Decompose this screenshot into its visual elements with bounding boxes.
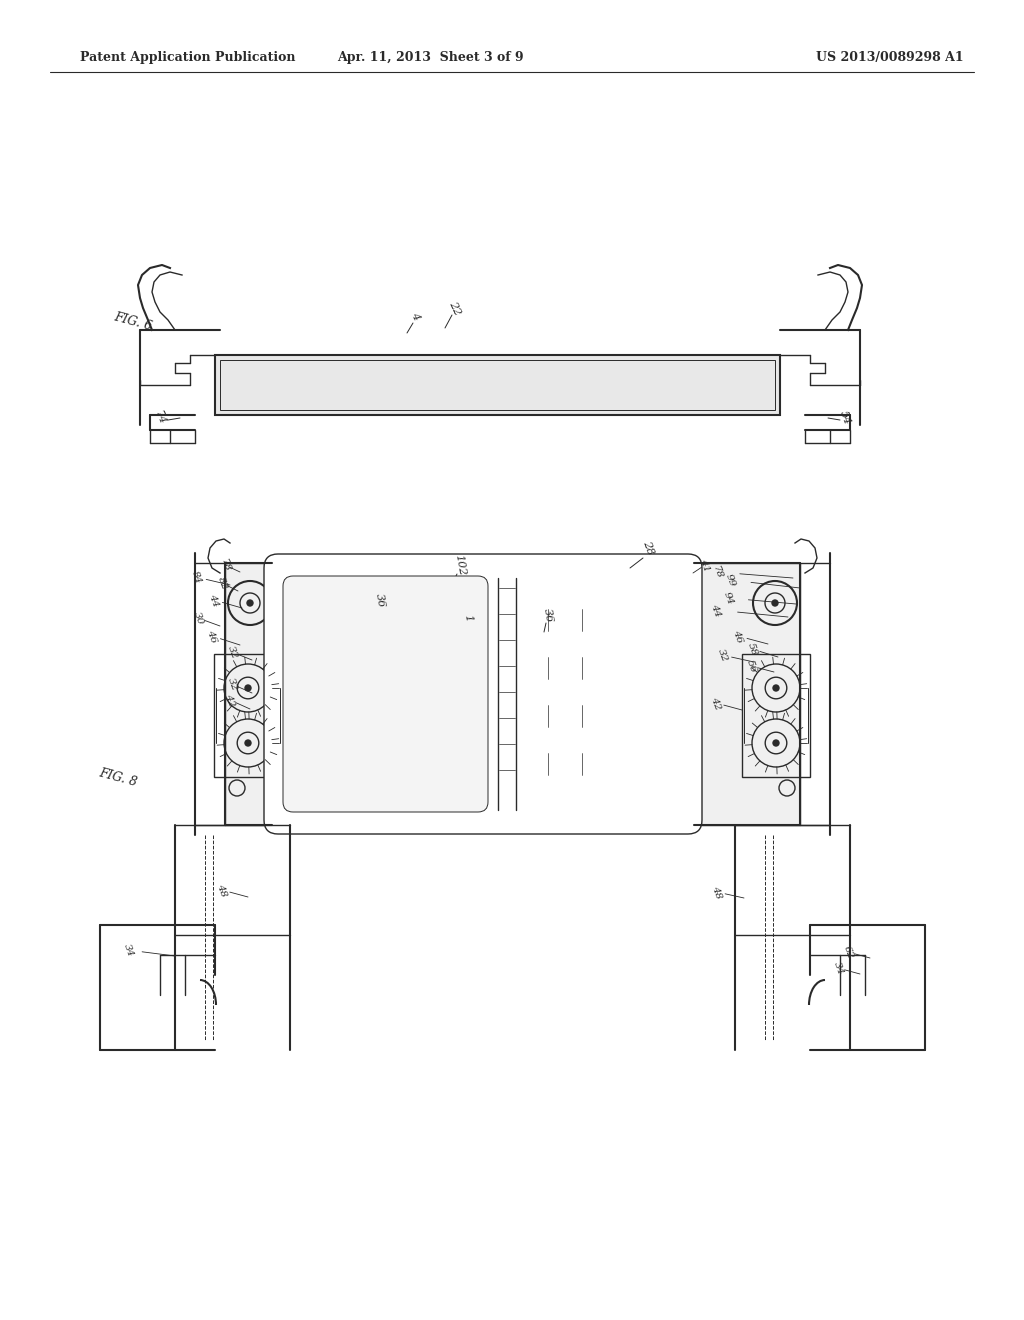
Text: 84: 84: [189, 569, 203, 585]
Text: 54: 54: [838, 409, 852, 426]
Text: 32: 32: [225, 676, 239, 692]
Text: 34: 34: [831, 960, 845, 975]
Text: 44: 44: [208, 593, 220, 607]
Bar: [272, 562, 694, 826]
Text: 74: 74: [153, 409, 167, 426]
Circle shape: [481, 768, 490, 777]
Bar: [528, 603, 608, 638]
Text: Apr. 11, 2013  Sheet 3 of 9: Apr. 11, 2013 Sheet 3 of 9: [337, 51, 523, 65]
Text: 32: 32: [716, 647, 728, 663]
Circle shape: [772, 601, 778, 606]
Bar: [536, 752, 561, 775]
Text: 1: 1: [463, 614, 473, 622]
FancyBboxPatch shape: [283, 576, 488, 812]
Circle shape: [481, 618, 490, 628]
Bar: [742, 653, 810, 777]
Text: 36: 36: [542, 607, 554, 623]
Bar: [220, 360, 775, 411]
Circle shape: [245, 741, 251, 746]
Circle shape: [481, 743, 490, 752]
Text: 32: 32: [225, 644, 239, 660]
Bar: [694, 564, 800, 825]
Text: 56: 56: [744, 659, 758, 673]
Circle shape: [481, 668, 490, 678]
Circle shape: [773, 685, 779, 690]
Text: FIG. 6: FIG. 6: [113, 310, 154, 334]
Bar: [225, 564, 272, 825]
Text: 44: 44: [710, 602, 723, 618]
Text: 62: 62: [842, 944, 854, 960]
Bar: [528, 651, 608, 685]
Bar: [570, 705, 595, 727]
Bar: [536, 705, 561, 727]
Text: 41: 41: [698, 557, 712, 573]
Text: 48: 48: [215, 882, 228, 898]
Text: 46: 46: [206, 628, 218, 644]
Text: 30: 30: [191, 610, 205, 626]
Text: 46: 46: [731, 628, 744, 644]
Circle shape: [481, 643, 490, 653]
Text: 82: 82: [215, 576, 228, 591]
Circle shape: [481, 718, 490, 729]
Circle shape: [481, 693, 490, 704]
Bar: [528, 700, 608, 733]
Bar: [536, 609, 561, 631]
Text: 58: 58: [745, 642, 759, 657]
Bar: [215, 355, 780, 414]
Text: FIG. 8: FIG. 8: [97, 767, 138, 789]
Bar: [214, 653, 282, 777]
Circle shape: [481, 593, 490, 603]
Text: 99: 99: [724, 573, 736, 587]
Bar: [536, 657, 561, 678]
Text: 28: 28: [641, 540, 655, 557]
Text: 42: 42: [710, 696, 723, 710]
Bar: [570, 752, 595, 775]
Text: 34: 34: [122, 942, 134, 958]
Circle shape: [245, 685, 251, 690]
Text: 22: 22: [447, 300, 463, 317]
Text: US 2013/0089298 A1: US 2013/0089298 A1: [816, 51, 964, 65]
Circle shape: [247, 601, 253, 606]
Bar: [570, 609, 595, 631]
Text: 78: 78: [711, 564, 724, 579]
Text: 102: 102: [454, 553, 467, 577]
Text: 94: 94: [722, 590, 734, 606]
Text: 48: 48: [711, 884, 724, 900]
Circle shape: [773, 741, 779, 746]
Text: Patent Application Publication: Patent Application Publication: [80, 51, 296, 65]
Text: 42: 42: [223, 692, 237, 708]
Bar: [570, 657, 595, 678]
FancyBboxPatch shape: [264, 554, 702, 834]
Bar: [528, 747, 608, 781]
Text: 78: 78: [218, 557, 231, 573]
Text: 36: 36: [374, 593, 386, 609]
Text: 4: 4: [409, 310, 421, 321]
